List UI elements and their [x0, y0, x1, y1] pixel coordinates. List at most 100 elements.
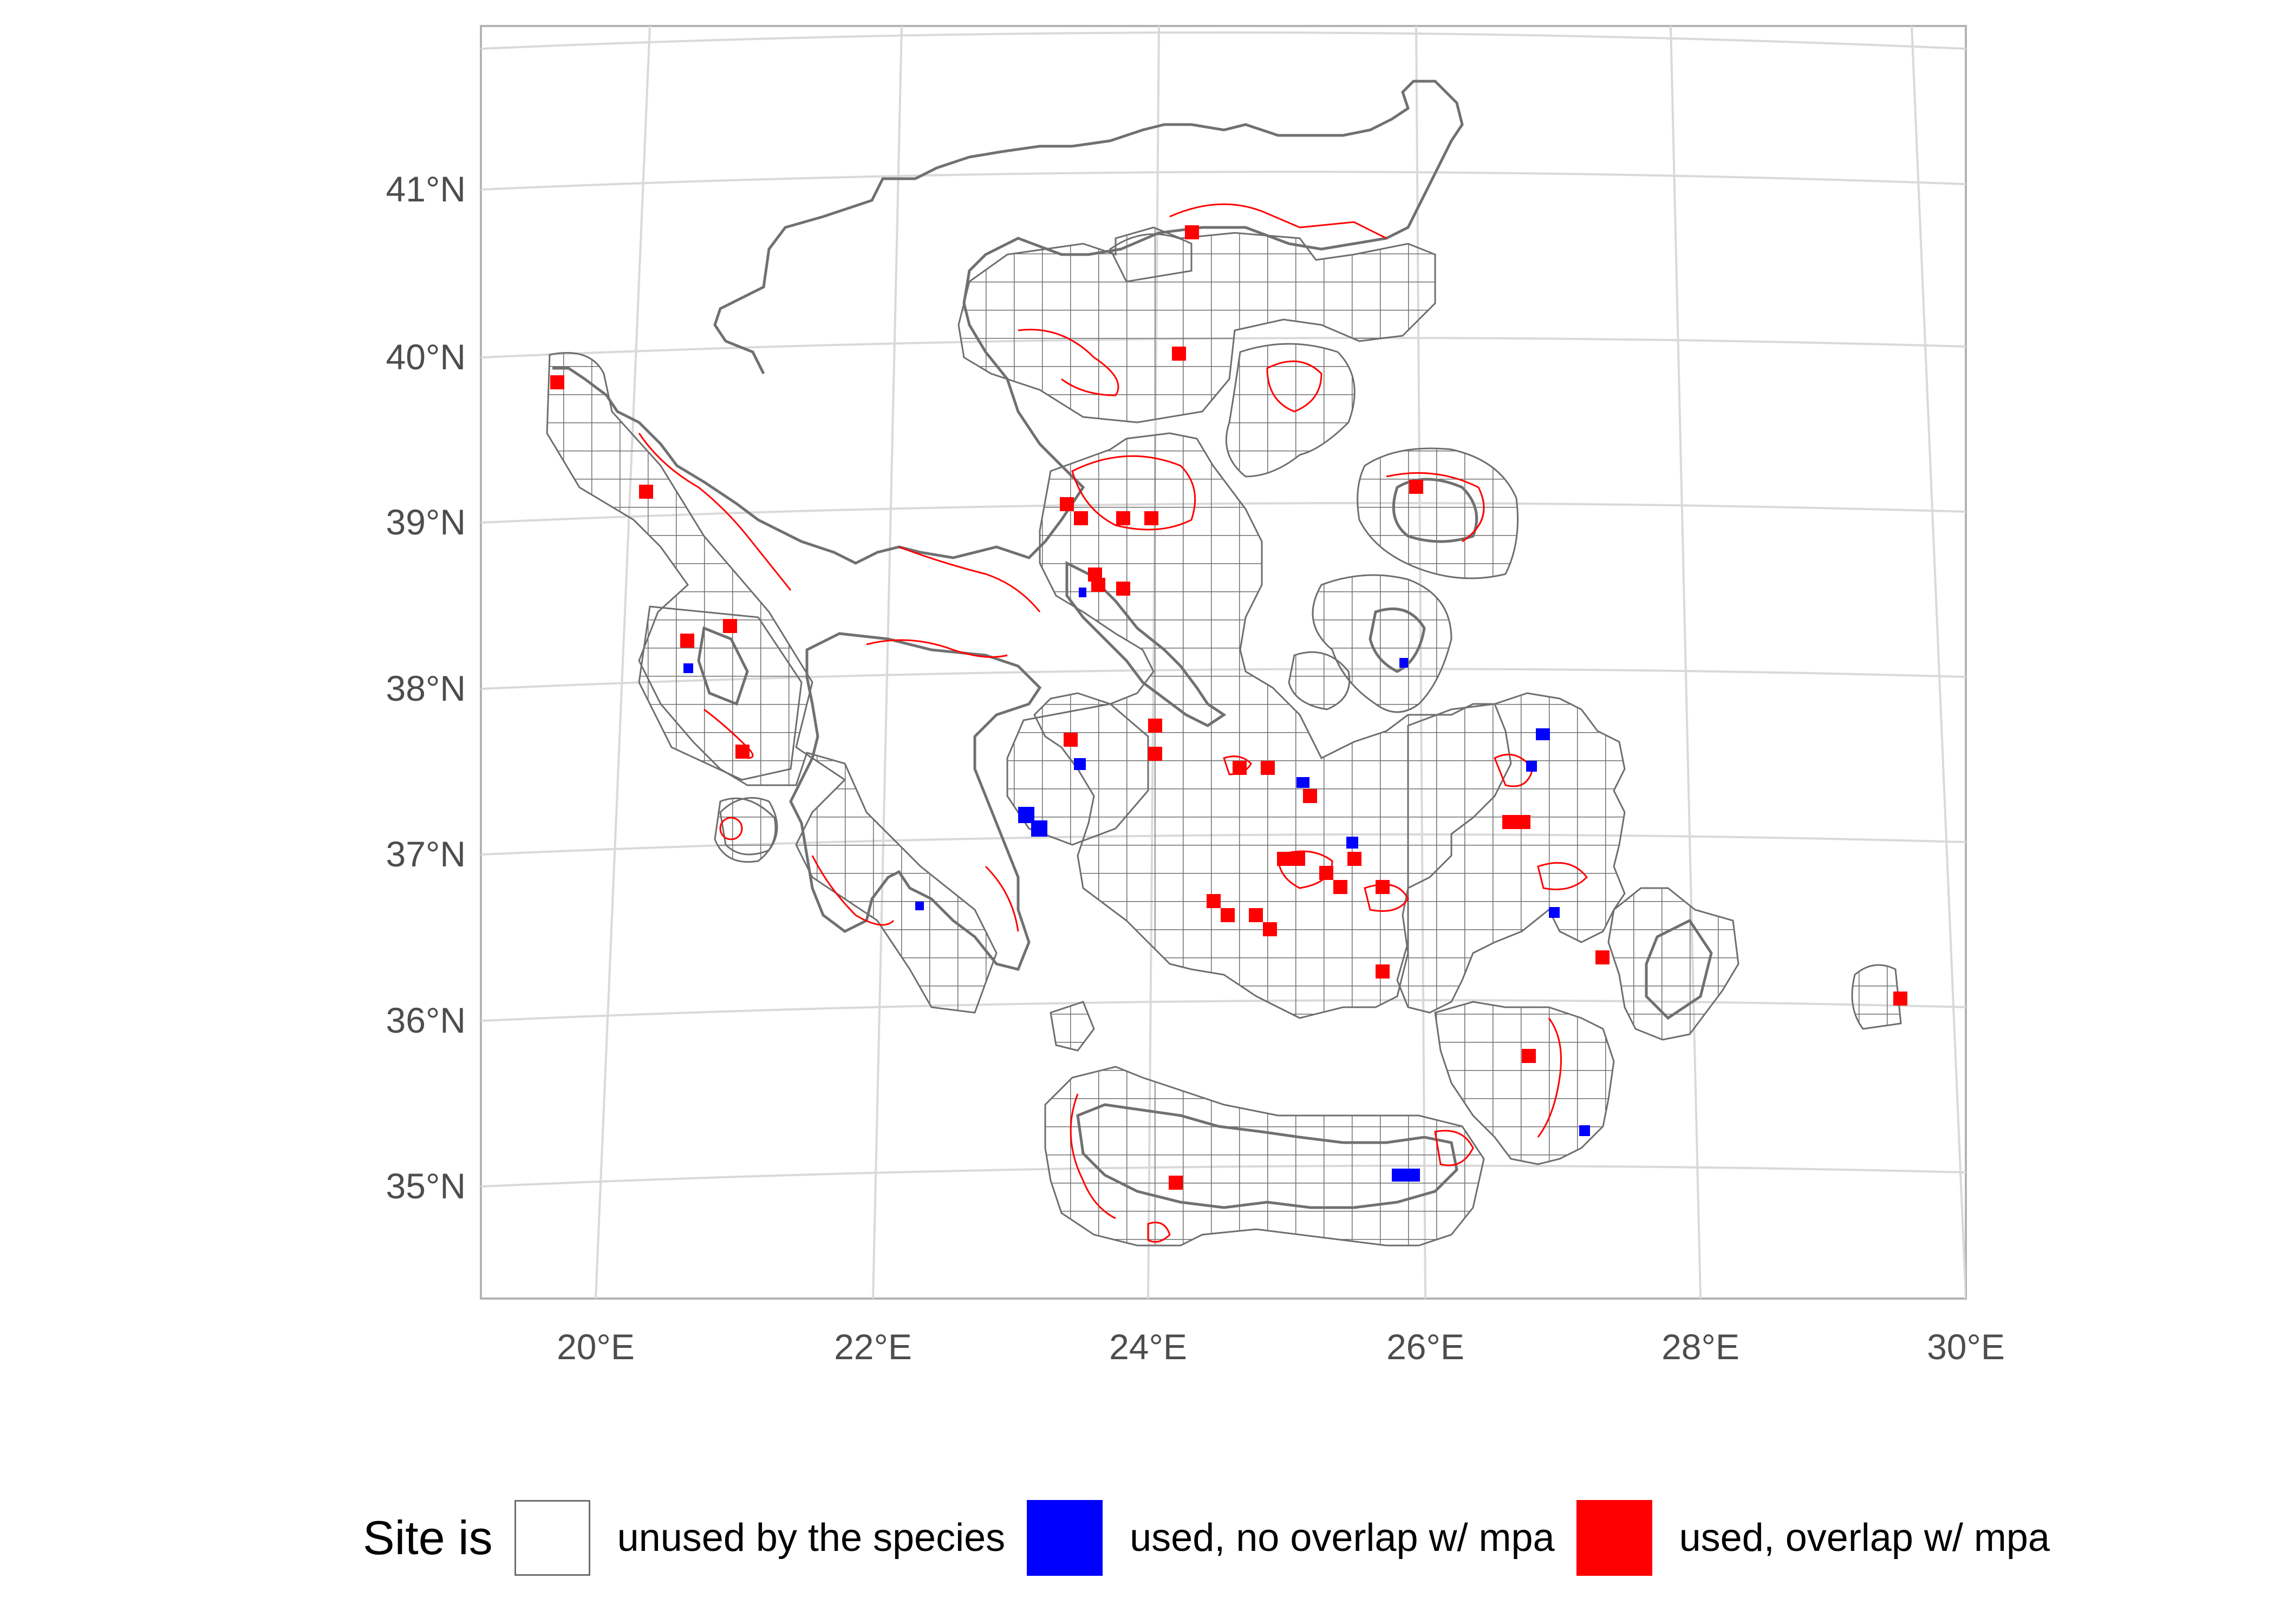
mpa-outline-evia-gulf: [898, 546, 1041, 612]
chios-outline: [1369, 607, 1426, 673]
cell-no-overlap: [1392, 1169, 1406, 1182]
crete-outline: [1076, 1103, 1458, 1209]
legend-label: used, overlap w/ mpa: [1679, 1516, 2050, 1560]
cell-no-overlap: [915, 902, 924, 910]
site-grid-kythira: [1050, 1001, 1095, 1052]
lat-axis-labels: 41°N 40°N 39°N 38°N 37°N 36°N 35°N: [386, 169, 466, 1206]
graticule-lat-41: [481, 171, 1966, 191]
lon-label: 22°E: [834, 1327, 912, 1367]
cells-used-overlap: [550, 225, 1907, 1190]
cell-overlap: [1064, 733, 1078, 747]
cell-overlap: [1249, 908, 1263, 922]
site-grid-kefalonia: [638, 605, 803, 781]
cell-no-overlap: [1526, 761, 1537, 772]
site-grid-aegean-central: [1033, 432, 1512, 1019]
mpa-outline-north-aegean: [1169, 203, 1387, 239]
cell-overlap: [1207, 894, 1221, 908]
cell-overlap: [1333, 880, 1347, 894]
cell-overlap: [1277, 852, 1291, 866]
cell-overlap: [1144, 511, 1158, 525]
euboea-outline: [1065, 560, 1227, 727]
cell-overlap: [1376, 964, 1390, 979]
cell-overlap: [1172, 347, 1186, 361]
mpa-outline-crete-east: [1434, 1130, 1474, 1166]
legend: Site is unused by the species used, no o…: [363, 1495, 2071, 1581]
lat-label: 39°N: [386, 502, 466, 542]
legend-item-used-overlap: used, overlap w/ mpa: [1576, 1500, 2050, 1576]
site-grid: [546, 226, 1902, 1247]
legend-label: unused by the species: [617, 1516, 1006, 1560]
graticule-lon-20: [595, 26, 651, 1299]
cell-overlap: [1516, 815, 1530, 829]
cell-overlap: [1319, 866, 1333, 880]
mainland-outline: [552, 80, 1464, 565]
lat-label: 38°N: [386, 668, 466, 708]
cell-overlap: [1091, 578, 1105, 592]
cell-overlap: [1522, 1049, 1536, 1063]
mpa-outline-laconia: [985, 865, 1019, 932]
cell-no-overlap: [1079, 588, 1086, 597]
peloponnese-outline: [789, 632, 1042, 971]
graticule: [481, 26, 1966, 1299]
lon-label: 20°E: [557, 1327, 635, 1367]
lon-label: 30°E: [1927, 1327, 2005, 1367]
cell-overlap: [1893, 992, 1907, 1006]
cell-overlap: [1502, 815, 1516, 829]
cell-no-overlap: [1296, 777, 1309, 788]
cell-overlap: [1263, 922, 1277, 936]
cell-overlap: [1376, 880, 1390, 894]
mpa-outline-sporades: [1071, 455, 1196, 531]
site-grid-saronic: [1006, 703, 1149, 846]
cell-overlap: [1303, 789, 1317, 803]
mpa-outline-messinia: [811, 855, 895, 926]
lat-label: 35°N: [386, 1166, 466, 1206]
legend-item-used-no-overlap: used, no overlap w/ mpa: [1027, 1500, 1555, 1576]
cell-overlap: [1409, 480, 1423, 494]
cell-overlap: [1261, 761, 1275, 775]
coastline: [552, 80, 1713, 1209]
cell-overlap: [735, 745, 750, 759]
cell-overlap: [550, 375, 564, 389]
cell-no-overlap: [1074, 758, 1086, 770]
cell-overlap: [1347, 852, 1361, 866]
cell-no-overlap: [1346, 837, 1358, 849]
lat-label: 36°N: [386, 1000, 466, 1040]
cell-overlap: [723, 619, 737, 633]
cell-overlap: [1185, 225, 1199, 239]
graticule-lat-42: [481, 31, 1966, 50]
mpa-outline-kos: [1537, 862, 1588, 890]
lon-label: 28°E: [1661, 1327, 1739, 1367]
cell-no-overlap: [1399, 658, 1408, 668]
legend-item-unused: unused by the species: [514, 1500, 1005, 1576]
cell-overlap: [1116, 511, 1130, 525]
cell-overlap: [680, 634, 694, 648]
lat-label: 41°N: [386, 169, 466, 209]
graticule-lat-36: [481, 999, 1966, 1022]
graticule-lon-30: [1911, 26, 1966, 1299]
legend-swatch-used-no-overlap: [1027, 1500, 1103, 1576]
mpa-outline-lemnos: [1266, 360, 1322, 413]
lat-label: 40°N: [386, 337, 466, 377]
cell-overlap: [1233, 761, 1247, 775]
cell-overlap: [1148, 747, 1162, 761]
lesvos-outline: [1392, 478, 1478, 543]
cell-no-overlap: [1549, 907, 1560, 918]
kefalonia-outline: [697, 626, 749, 706]
site-grid-strofades: [719, 797, 778, 856]
cell-overlap: [1221, 908, 1235, 922]
cell-no-overlap: [683, 663, 693, 673]
legend-swatch-unused: [514, 1500, 590, 1576]
cell-overlap: [1169, 1176, 1183, 1190]
mpa-outline-chalkidiki: [1018, 329, 1119, 396]
cell-overlap: [639, 485, 653, 499]
lon-label: 24°E: [1109, 1327, 1187, 1367]
cell-overlap: [1074, 511, 1088, 525]
cell-overlap: [1116, 582, 1130, 596]
cell-overlap: [1291, 852, 1305, 866]
graticule-lon-28: [1670, 26, 1702, 1299]
cell-overlap: [1060, 497, 1074, 511]
cell-no-overlap: [1536, 728, 1550, 740]
lat-label: 37°N: [386, 834, 466, 874]
cell-no-overlap: [1579, 1125, 1590, 1136]
